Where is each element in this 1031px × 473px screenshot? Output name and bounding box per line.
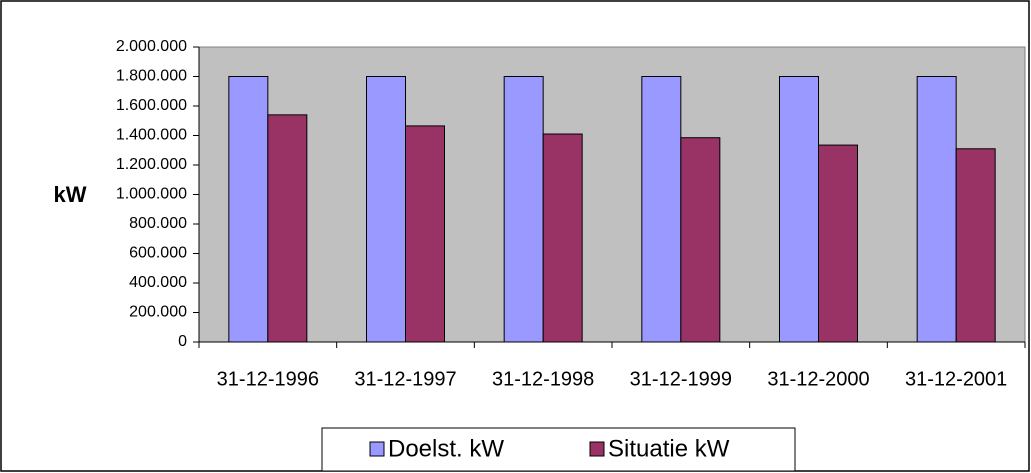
x-tick-label: 31-12-1999 xyxy=(630,368,732,390)
y-tick-label: 800.000 xyxy=(129,215,187,232)
y-tick-label: 200.000 xyxy=(129,304,187,321)
y-tick-label: 1.200.000 xyxy=(116,156,187,173)
bar xyxy=(641,76,682,343)
y-tick-label: 600.000 xyxy=(129,245,187,262)
bar xyxy=(366,76,406,343)
legend-label: Doelst. kW xyxy=(388,435,504,462)
bar xyxy=(267,114,308,343)
y-tick-label: 1.800.000 xyxy=(116,68,187,85)
legend-swatch xyxy=(589,441,605,457)
bar xyxy=(779,76,819,343)
x-tick-label: 31-12-1997 xyxy=(354,368,456,390)
x-tick-label: 31-12-1996 xyxy=(217,368,319,390)
legend-swatch xyxy=(369,441,385,457)
bar xyxy=(503,76,544,343)
y-tick-label: 1.000.000 xyxy=(116,186,187,203)
plot-area xyxy=(198,46,1026,343)
bar xyxy=(955,148,996,343)
bar xyxy=(916,76,957,343)
bar xyxy=(680,137,721,343)
y-tick-label: 1.400.000 xyxy=(116,127,187,144)
y-tick-label: 2.000.000 xyxy=(116,38,187,55)
legend-box xyxy=(321,427,796,472)
x-tick-label: 31-12-1998 xyxy=(492,368,594,390)
bar xyxy=(818,144,858,343)
legend-label: Situatie kW xyxy=(608,435,730,462)
bar xyxy=(542,133,583,343)
y-tick-label: 1.600.000 xyxy=(116,97,187,114)
y-tick-label: 0 xyxy=(178,333,187,350)
bar xyxy=(228,76,269,343)
y-tick-label: 400.000 xyxy=(129,274,187,291)
x-tick-label: 31-12-2001 xyxy=(905,368,1007,390)
bar xyxy=(405,125,445,343)
y-axis-title: kW xyxy=(54,182,87,207)
x-tick-label: 31-12-2000 xyxy=(767,368,869,390)
